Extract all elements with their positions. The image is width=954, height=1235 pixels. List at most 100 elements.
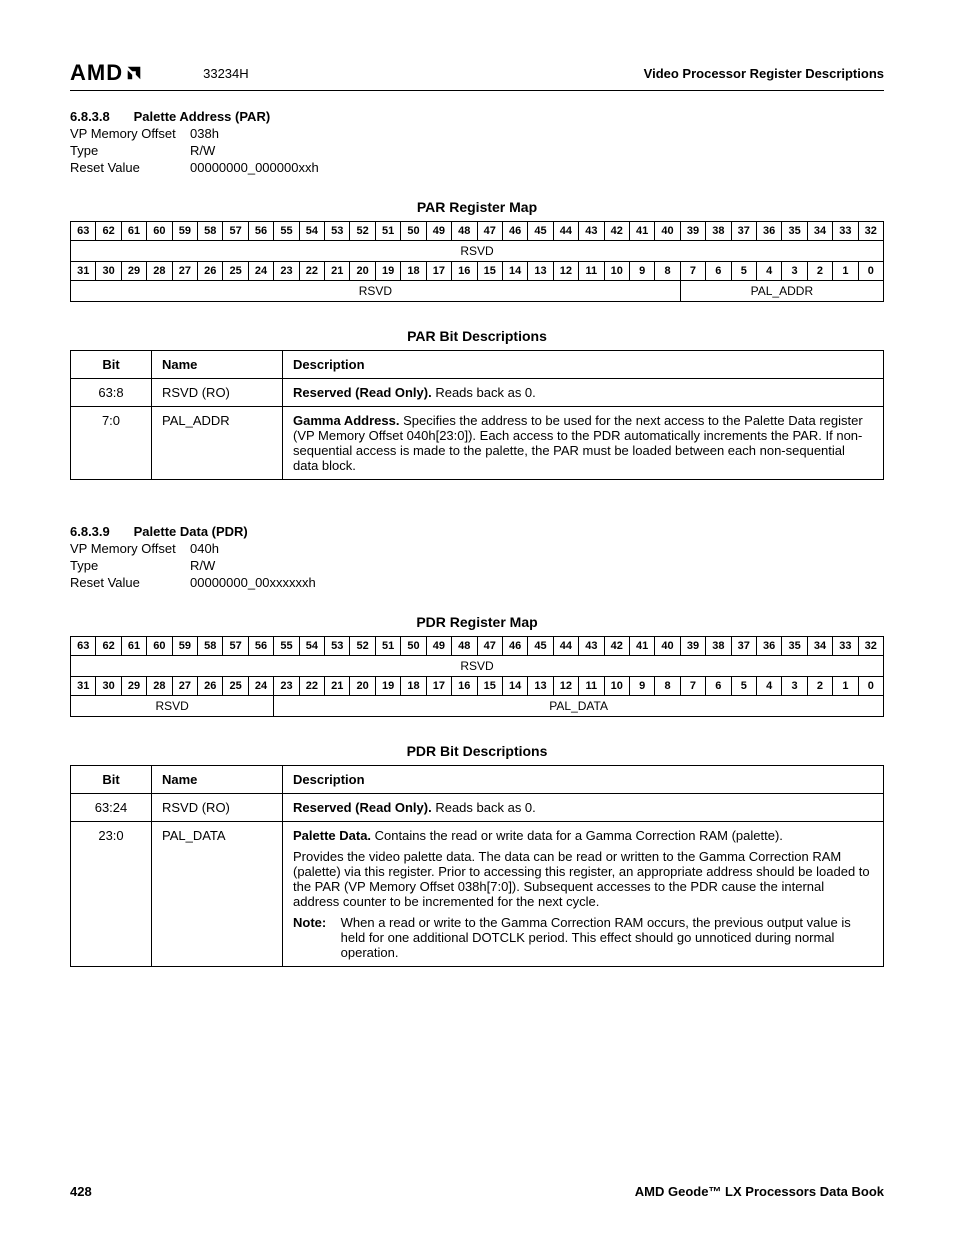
bit-cell: 30 bbox=[96, 262, 121, 281]
cell-name: RSVD (RO) bbox=[152, 379, 283, 407]
bit-cell: 10 bbox=[604, 677, 629, 696]
pdr-reset-label: Reset Value bbox=[70, 575, 190, 590]
bit-cell: 0 bbox=[858, 262, 883, 281]
cell-bit: 7:0 bbox=[71, 407, 152, 480]
bit-cell: 2 bbox=[807, 262, 832, 281]
par-bitdesc-title: PAR Bit Descriptions bbox=[70, 328, 884, 344]
bit-cell: 5 bbox=[731, 677, 756, 696]
par-reset: 00000000_000000xxh bbox=[190, 160, 319, 175]
bit-cell: 13 bbox=[528, 262, 553, 281]
bit-cell: 60 bbox=[147, 637, 172, 656]
pdr-sec-title: Palette Data (PDR) bbox=[134, 524, 248, 539]
col-name: Name bbox=[152, 351, 283, 379]
bit-cell: 31 bbox=[71, 262, 96, 281]
bit-cell: 41 bbox=[629, 637, 654, 656]
desc-rest: Reads back as 0. bbox=[432, 385, 536, 400]
par-reset-label: Reset Value bbox=[70, 160, 190, 175]
bit-cell: 45 bbox=[528, 637, 553, 656]
bit-cell: 22 bbox=[299, 677, 324, 696]
col-bit: Bit bbox=[71, 766, 152, 794]
bit-cell: 18 bbox=[401, 262, 426, 281]
desc-bold: Palette Data. bbox=[293, 828, 371, 843]
bit-cell: 51 bbox=[375, 637, 400, 656]
desc-rest: Contains the read or write data for a Ga… bbox=[371, 828, 783, 843]
bit-cell: 18 bbox=[401, 677, 426, 696]
bit-cell: 8 bbox=[655, 262, 680, 281]
bit-cell: 54 bbox=[299, 637, 324, 656]
bit-cell: 28 bbox=[147, 262, 172, 281]
bit-cell: 50 bbox=[401, 222, 426, 241]
bit-cell: 60 bbox=[147, 222, 172, 241]
par-offset: 038h bbox=[190, 126, 219, 141]
pdr-regmap-table: 6362616059585756555453525150494847464544… bbox=[70, 636, 884, 717]
par-bitdesc-table: Bit Name Description 63:8 RSVD (RO) Rese… bbox=[70, 350, 884, 480]
bit-cell: 62 bbox=[96, 222, 121, 241]
bit-cell: 39 bbox=[680, 222, 705, 241]
bit-cell: 52 bbox=[350, 637, 375, 656]
cell-name: RSVD (RO) bbox=[152, 794, 283, 822]
amd-arrow-icon bbox=[125, 64, 143, 82]
bit-cell: 19 bbox=[375, 262, 400, 281]
desc-bold: Reserved (Read Only). bbox=[293, 800, 432, 815]
bit-cell: 63 bbox=[71, 222, 96, 241]
bit-cell: 9 bbox=[629, 677, 654, 696]
bit-cell: 2 bbox=[807, 677, 832, 696]
bit-cell: 40 bbox=[655, 222, 680, 241]
bit-cell: 58 bbox=[198, 222, 223, 241]
bit-cell: 40 bbox=[655, 637, 680, 656]
par-sec-title: Palette Address (PAR) bbox=[134, 109, 271, 124]
pdr-sec-number: 6.8.3.9 bbox=[70, 524, 130, 539]
cell-bit: 23:0 bbox=[71, 822, 152, 967]
par-regmap-title: PAR Register Map bbox=[70, 199, 884, 215]
field-cell: RSVD bbox=[71, 696, 274, 717]
bit-cell: 33 bbox=[833, 637, 858, 656]
bit-cell: 5 bbox=[731, 262, 756, 281]
cell-bit: 63:24 bbox=[71, 794, 152, 822]
table-row: 63:8 RSVD (RO) Reserved (Read Only). Rea… bbox=[71, 379, 884, 407]
par-type-label: Type bbox=[70, 143, 190, 158]
bit-cell: 32 bbox=[858, 637, 883, 656]
par-offset-label: VP Memory Offset bbox=[70, 126, 190, 141]
bit-cell: 59 bbox=[172, 637, 197, 656]
bit-cell: 38 bbox=[706, 637, 731, 656]
bit-cell: 54 bbox=[299, 222, 324, 241]
bit-cell: 36 bbox=[756, 637, 781, 656]
par-regmap-table: 6362616059585756555453525150494847464544… bbox=[70, 221, 884, 302]
bit-cell: 47 bbox=[477, 637, 502, 656]
bit-cell: 48 bbox=[452, 222, 477, 241]
bit-cell: 50 bbox=[401, 637, 426, 656]
bit-cell: 53 bbox=[325, 637, 350, 656]
bit-cell: 23 bbox=[274, 262, 299, 281]
bit-cell: 25 bbox=[223, 262, 248, 281]
field-cell: PAL_ADDR bbox=[680, 281, 883, 302]
pdr-type-label: Type bbox=[70, 558, 190, 573]
bit-cell: 17 bbox=[426, 262, 451, 281]
bit-cell: 24 bbox=[248, 677, 273, 696]
bit-cell: 43 bbox=[579, 222, 604, 241]
bit-cell: 49 bbox=[426, 637, 451, 656]
pdr-hi-field: RSVD bbox=[71, 656, 884, 677]
bit-cell: 3 bbox=[782, 262, 807, 281]
bit-cell: 52 bbox=[350, 222, 375, 241]
bit-cell: 7 bbox=[680, 262, 705, 281]
bit-cell: 27 bbox=[172, 262, 197, 281]
col-bit: Bit bbox=[71, 351, 152, 379]
col-name: Name bbox=[152, 766, 283, 794]
bit-cell: 0 bbox=[858, 677, 883, 696]
bit-cell: 12 bbox=[553, 262, 578, 281]
page-number: 428 bbox=[70, 1184, 92, 1199]
par-hi-field: RSVD bbox=[71, 241, 884, 262]
bit-cell: 58 bbox=[198, 637, 223, 656]
bit-cell: 43 bbox=[579, 637, 604, 656]
pdr-bitdesc-table: Bit Name Description 63:24 RSVD (RO) Res… bbox=[70, 765, 884, 967]
bit-cell: 1 bbox=[833, 262, 858, 281]
bit-cell: 46 bbox=[502, 222, 527, 241]
bit-cell: 9 bbox=[629, 262, 654, 281]
bit-cell: 24 bbox=[248, 262, 273, 281]
desc-bold: Reserved (Read Only). bbox=[293, 385, 432, 400]
bit-cell: 37 bbox=[731, 222, 756, 241]
bit-cell: 8 bbox=[655, 677, 680, 696]
col-desc: Description bbox=[283, 351, 884, 379]
bit-cell: 30 bbox=[96, 677, 121, 696]
bit-cell: 56 bbox=[248, 222, 273, 241]
